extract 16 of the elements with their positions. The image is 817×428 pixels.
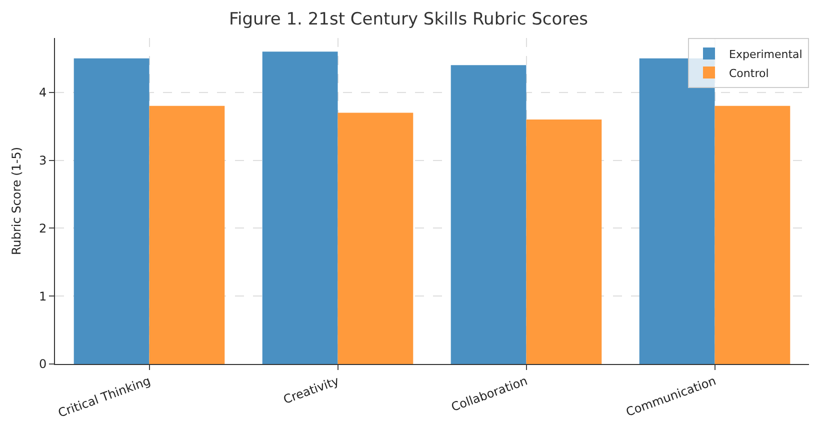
y-tick-label: 1	[38, 289, 47, 304]
bar	[262, 52, 338, 364]
legend-label: Control	[729, 66, 769, 80]
bar	[149, 106, 225, 364]
bar	[526, 120, 602, 364]
chart-title: Figure 1. 21st Century Skills Rubric Scores	[228, 10, 588, 30]
bar	[450, 65, 526, 364]
legend-label: Experimental	[729, 48, 802, 61]
y-tick-label: 0	[38, 357, 47, 372]
y-tick-label: 2	[38, 221, 47, 236]
bar	[714, 106, 790, 364]
bar	[338, 112, 414, 364]
y-tick-label: 4	[38, 86, 47, 100]
y-axis-title: Rubric Score (1-5)	[9, 146, 24, 256]
bar	[74, 58, 150, 364]
y-tick-label: 3	[38, 153, 47, 168]
